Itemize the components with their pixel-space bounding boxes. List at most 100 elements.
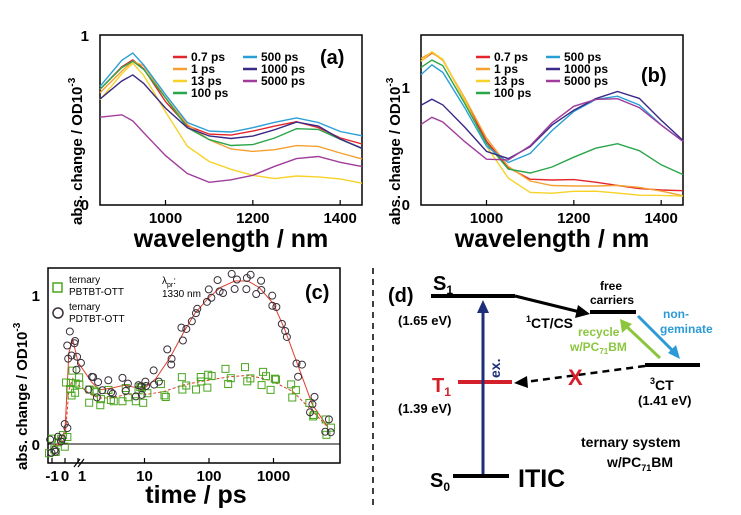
- panel-a-xlabel: wavelength / nm: [133, 225, 328, 253]
- series-line-1000-ps: [420, 90, 684, 160]
- data-point: [257, 285, 266, 294]
- s1-to-free-arrow: [514, 294, 581, 314]
- panel-c-xlabel: time / ps: [145, 481, 246, 509]
- data-point: [321, 427, 330, 436]
- data-point: [266, 385, 275, 394]
- legend-label: 13 ps: [494, 74, 525, 88]
- data-point: [92, 393, 101, 402]
- data-point: [192, 385, 201, 394]
- system-line1: ternary system: [581, 434, 681, 450]
- data-point: [65, 327, 74, 336]
- data-point: [46, 435, 55, 444]
- data-point: [297, 360, 306, 369]
- data-point: [167, 354, 176, 363]
- blocked-mark: X: [568, 365, 583, 390]
- data-point: [271, 375, 280, 384]
- panel-c-points: [45, 269, 335, 458]
- legend-label: 0.7 ps: [494, 50, 528, 64]
- itic-label: ITIC: [518, 465, 565, 493]
- axis-break-mark: [73, 458, 81, 468]
- data-point: [131, 392, 140, 401]
- data-point: [294, 372, 303, 381]
- data-point: [161, 393, 170, 402]
- data-point: [118, 373, 127, 382]
- panel-a-plot-frame: [99, 34, 363, 206]
- panel-c-ytick-1: 1: [32, 288, 40, 305]
- legend-label: 1 ps: [494, 62, 518, 76]
- legend-circle-marker: [52, 307, 64, 319]
- data-point: [76, 358, 85, 367]
- data-point: [204, 370, 213, 379]
- x-tick-label: 1200: [236, 210, 269, 227]
- data-point: [182, 381, 191, 390]
- series-line-500-ps: [420, 64, 684, 164]
- nongeminate-line1: non-: [663, 307, 689, 321]
- panel-c-x-ticks: -1 0 1 10 100 1000: [45, 458, 290, 485]
- data-point: [47, 448, 56, 457]
- data-point: [73, 352, 82, 361]
- legend-label: 1000 ps: [261, 62, 305, 76]
- data-point: [242, 285, 251, 294]
- series-line-100-ps: [420, 59, 684, 176]
- panel-c-ytick-0: 0: [32, 437, 40, 454]
- data-point: [62, 378, 71, 387]
- panel-a-tag: (a): [320, 47, 344, 69]
- panel-a-ytick-1: 1: [81, 28, 89, 45]
- t1-energy: (1.39 eV): [398, 401, 451, 416]
- panel-a-x-ticks: 1000 1200 1400: [149, 200, 357, 227]
- panel-c-ylabel: abs. change / OD10-3: [12, 322, 31, 470]
- data-point: [243, 377, 252, 386]
- x-tick-label: 1000: [257, 468, 290, 485]
- data-point: [107, 388, 116, 397]
- data-point: [197, 377, 206, 386]
- panel-a-series: [99, 52, 363, 184]
- data-point: [167, 360, 176, 369]
- series-line-5000-ps: [99, 114, 363, 184]
- data-point: [306, 408, 315, 417]
- data-point: [308, 400, 317, 409]
- data-point: [60, 442, 69, 451]
- data-point: [71, 336, 80, 345]
- data-point: [163, 345, 172, 354]
- panel-a-ytick-0: 0: [81, 197, 89, 214]
- ct3-energy: (1.41 eV): [638, 393, 691, 408]
- data-point: [139, 398, 148, 407]
- panel-b-ytick-0: 0: [402, 197, 410, 214]
- legend-label: 100 ps: [494, 86, 532, 100]
- panel-b-series: [420, 50, 684, 197]
- data-point: [282, 332, 291, 341]
- series-line-1000-ps: [99, 74, 363, 149]
- legend-label: 5000 ps: [261, 74, 305, 88]
- data-point: [123, 379, 132, 388]
- data-point: [182, 324, 191, 333]
- data-point: [63, 424, 72, 433]
- panel-c-legend: ternary PBTBT-OTT ternary PDTBT-OTT λpr:…: [52, 275, 201, 325]
- panel-b-x-ticks: 1000 1200 1400: [470, 200, 678, 227]
- data-point: [196, 373, 205, 382]
- nongeminate-arrowhead: [668, 345, 680, 359]
- data-point: [104, 376, 113, 385]
- legend-label: 5000 ps: [564, 74, 608, 88]
- x-tick-label: 1: [78, 468, 86, 485]
- data-point: [193, 304, 202, 313]
- excitation-arrowhead: [477, 300, 489, 313]
- s0-label: S0: [430, 470, 450, 494]
- data-point: [219, 289, 228, 298]
- data-point: [288, 393, 297, 402]
- t1-label: T1: [432, 375, 451, 399]
- series-line-13-ps: [420, 50, 684, 197]
- data-point: [207, 293, 216, 302]
- data-point: [257, 381, 266, 390]
- legend-label: 500 ps: [564, 50, 602, 64]
- data-point: [121, 386, 130, 395]
- recycle-arrow: [624, 324, 662, 360]
- back-transfer-arrow: [524, 364, 646, 384]
- probe-label: λpr:: [162, 276, 176, 289]
- recycle-line2: w/PC71BM: [569, 340, 627, 356]
- system-line2: w/PC71BM: [606, 454, 673, 473]
- data-point: [143, 389, 152, 398]
- data-point: [137, 390, 146, 399]
- x-tick-label: 0: [61, 468, 69, 485]
- data-point: [142, 381, 151, 390]
